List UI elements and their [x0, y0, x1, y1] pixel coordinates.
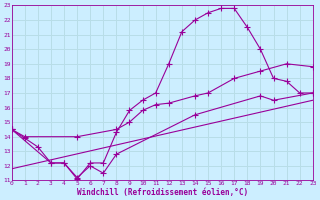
X-axis label: Windchill (Refroidissement éolien,°C): Windchill (Refroidissement éolien,°C) [77, 188, 248, 197]
